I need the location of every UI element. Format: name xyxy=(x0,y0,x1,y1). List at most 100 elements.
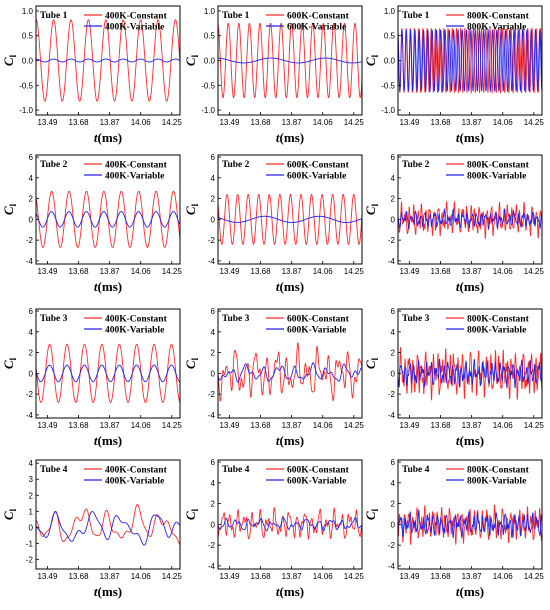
x-tick-label: 13.68 xyxy=(69,118,90,127)
series-line-constant xyxy=(36,190,180,248)
x-tick-label: 13.87 xyxy=(100,421,121,430)
y-tick-label: 4 xyxy=(391,174,396,183)
tube-label: Tube 4 xyxy=(40,465,68,475)
plot-frame xyxy=(397,154,543,265)
y-tick-label: 0 xyxy=(211,520,216,529)
y-axis-label: Cl xyxy=(1,54,18,66)
tube-label: Tube 1 xyxy=(402,11,430,21)
y-tick-label: -4 xyxy=(208,562,216,571)
y-tick-label: -2 xyxy=(26,555,34,564)
y-tick-label: 0 xyxy=(391,520,396,529)
legend-entry: 800K-Variable xyxy=(467,326,526,336)
y-tick-label: 4 xyxy=(391,328,396,337)
x-tick-label: 13.49 xyxy=(219,267,240,276)
y-tick-label: 0 xyxy=(211,369,216,378)
y-axis-label: Cl xyxy=(363,508,380,520)
y-tick-label: 2 xyxy=(29,195,34,204)
legend-entry: 800K-Constant xyxy=(467,466,530,476)
x-tick-label: 14.25 xyxy=(344,572,365,581)
y-tick-label: 4 xyxy=(29,459,34,468)
y-tick-label: 4 xyxy=(211,328,216,337)
legend-entry: 600K-Variable xyxy=(287,326,346,336)
y-tick-label: 2 xyxy=(391,195,396,204)
legend-entry: 800K-Variable xyxy=(467,172,526,182)
plot-frame xyxy=(397,308,543,419)
legend-entry: 800K-Variable xyxy=(467,477,526,487)
y-tick-label: -1.0 xyxy=(381,106,395,115)
y-tick-label: 0 xyxy=(29,369,34,378)
y-tick-label: 2 xyxy=(29,349,34,358)
series-line-variable xyxy=(36,58,180,63)
y-tick-label: -2 xyxy=(388,390,396,399)
series-line-constant xyxy=(398,347,542,401)
x-axis-label: t(ms) xyxy=(94,433,122,448)
legend-entry: 400K-Constant xyxy=(105,12,168,22)
series-line-constant xyxy=(218,193,362,245)
y-tick-label: 1.0 xyxy=(22,7,34,16)
y-tick-label: 0 xyxy=(29,523,34,532)
x-tick-label: 13.49 xyxy=(219,421,240,430)
x-tick-label: 14.06 xyxy=(131,421,152,430)
series-line-variable xyxy=(218,57,362,64)
series-line-constant xyxy=(218,22,362,99)
x-tick-label: 13.87 xyxy=(462,572,483,581)
tube-label: Tube 2 xyxy=(40,160,68,170)
y-tick-label: -4 xyxy=(208,257,216,266)
x-tick-label: 13.68 xyxy=(431,267,452,276)
y-tick-label: -2 xyxy=(208,541,216,550)
x-tick-label: 14.25 xyxy=(162,572,183,581)
tube-label: Tube 4 xyxy=(402,465,430,475)
plot-frame xyxy=(217,459,363,570)
x-tick-label: 13.87 xyxy=(282,421,303,430)
y-tick-label: -2 xyxy=(208,390,216,399)
plot-frame xyxy=(35,154,181,265)
x-tick-label: 14.25 xyxy=(524,267,545,276)
x-tick-label: 14.06 xyxy=(493,421,514,430)
x-tick-label: 14.06 xyxy=(131,572,152,581)
y-tick-label: 4 xyxy=(391,479,396,488)
x-tick-label: 13.87 xyxy=(462,118,483,127)
y-tick-label: 6 xyxy=(391,153,396,162)
legend-entry: 800K-Constant xyxy=(467,161,530,171)
x-tick-label: 14.06 xyxy=(313,118,334,127)
y-tick-label: 4 xyxy=(29,328,34,337)
x-tick-label: 13.87 xyxy=(282,118,303,127)
y-tick-label: 1 xyxy=(29,507,34,516)
tube-label: Tube 1 xyxy=(40,11,68,21)
x-axis-label: t(ms) xyxy=(456,130,484,145)
legend-entry: 400K-Constant xyxy=(105,161,168,171)
subplot-8: -4 -2 0 2 4 6 13.49 13.68 13.87 14.06 14.25 t(ms) Cl… xyxy=(183,307,364,448)
y-tick-label: 0.0 xyxy=(384,57,396,66)
x-tick-label: 14.06 xyxy=(493,572,514,581)
y-axis-label: Cl xyxy=(363,203,380,215)
legend-entry: 600K-Constant xyxy=(287,12,350,22)
x-tick-label: 14.06 xyxy=(493,267,514,276)
x-axis-label: t(ms) xyxy=(456,584,484,599)
y-tick-label: 2 xyxy=(29,491,34,500)
x-tick-label: 13.87 xyxy=(462,421,483,430)
x-tick-label: 13.49 xyxy=(399,267,420,276)
tube-label: Tube 4 xyxy=(222,465,250,475)
y-tick-label: 0 xyxy=(211,215,216,224)
y-axis-label: Cl xyxy=(183,508,200,520)
series-line-variable xyxy=(36,211,180,228)
y-tick-label: 0.5 xyxy=(22,32,34,41)
y-axis-label: Cl xyxy=(183,54,200,66)
y-tick-label: 6 xyxy=(391,307,396,316)
x-tick-label: 13.49 xyxy=(219,572,240,581)
legend-entry: 400K-Variable xyxy=(105,326,164,336)
x-tick-label: 13.49 xyxy=(399,572,420,581)
x-axis-label: t(ms) xyxy=(94,584,122,599)
subplot-11: -4 -2 0 2 4 6 13.49 13.68 13.87 14.06 14.25 t(ms) Cl… xyxy=(183,458,364,599)
y-tick-label: -2 xyxy=(208,236,216,245)
legend-entry: 600K-Constant xyxy=(287,161,350,171)
legend-entry: 600K-Variable xyxy=(287,477,346,487)
y-axis-label: Cl xyxy=(1,203,18,215)
series-line-variable xyxy=(398,508,542,539)
x-tick-label: 13.68 xyxy=(431,421,452,430)
y-tick-label: -1 xyxy=(26,539,34,548)
y-tick-label: -4 xyxy=(26,257,34,266)
y-axis-label: Cl xyxy=(1,357,18,369)
plot-frame xyxy=(397,459,543,570)
y-tick-label: 0 xyxy=(391,215,396,224)
